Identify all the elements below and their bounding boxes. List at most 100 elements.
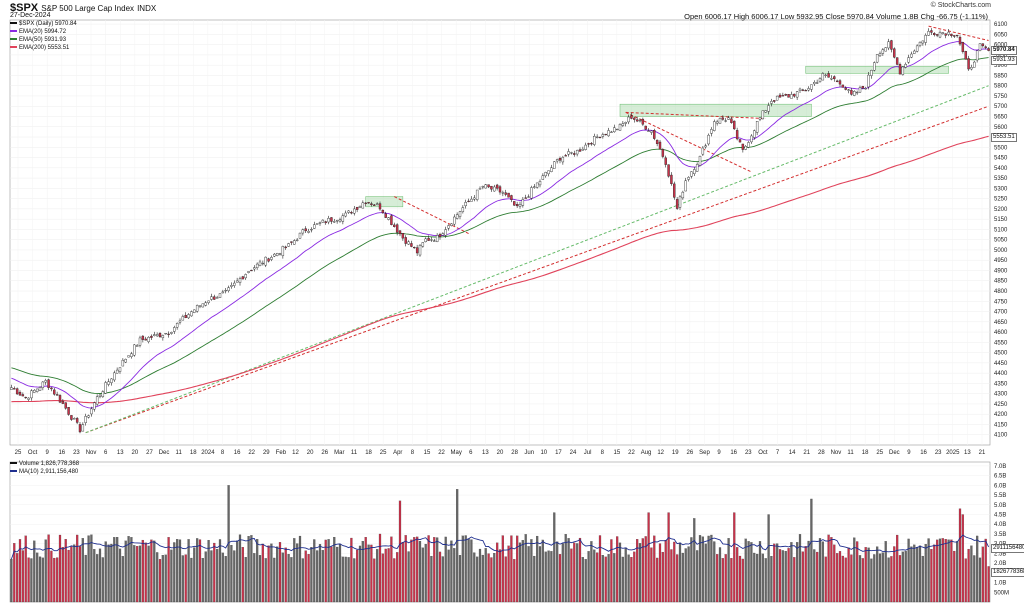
candle-body [813,82,816,85]
volume-bar [318,544,322,603]
candle-body [504,192,507,195]
candle-body [273,253,276,257]
volume-bar [76,534,79,603]
volume-bar [93,549,96,603]
volume-bar [284,547,287,603]
time-tick-label: Mar [334,450,344,456]
time-tick-label: Nov [86,450,97,456]
candle-body [630,115,633,119]
legend-price: $SPX (Daily) 5970.84 [10,20,77,28]
candle-body [173,327,176,332]
candle-body [104,382,107,394]
symbol: $SPX [10,2,39,14]
volume-bar [476,556,479,603]
price-tick-label: 6100 [994,22,1008,28]
candle-body [207,300,210,303]
volume-bar [613,553,616,603]
volume-bar [513,559,516,603]
volume-bar [344,556,347,603]
candle-body [115,369,119,374]
volume-bar [607,554,610,603]
candle-body [747,142,750,148]
volume-bar [127,536,130,603]
volume-bar [858,555,862,603]
volume-bar [10,558,13,603]
volume-tick-label: 5.0B [994,503,1006,509]
candle-body [15,388,19,395]
time-tick-label: 9 [46,450,50,456]
candle-body [598,136,602,139]
volume-bar [713,541,716,603]
candle-body [335,220,339,222]
candle-body [490,185,493,190]
volume-bar [264,558,267,603]
candle-body [784,93,787,96]
volume-bar [596,552,599,603]
trendline-aug [625,111,752,173]
candle-body [641,118,645,125]
candle-body [447,225,450,229]
candle-body [575,150,579,155]
volume-bar [873,554,876,603]
candle-body [910,53,913,58]
candle-body [93,402,96,410]
volume-bar [538,546,542,603]
volume-bar [747,541,750,603]
volume-bar [936,539,939,603]
volume-bar [438,551,442,603]
volume-bar [576,543,579,603]
candle-body [475,189,479,200]
volume-bar [304,550,307,603]
candle-body [330,217,333,222]
time-tick-label: 11 [847,450,854,456]
price-tick-label: 6000 [994,43,1008,49]
candle-body [461,207,465,212]
time-tick-label: Aug [641,450,652,456]
time-tick-label: 23 [73,450,80,456]
candle-body [870,70,873,76]
volume-bar [510,535,513,603]
volume-bar [550,551,553,603]
candle-body [107,381,110,385]
candle-body [664,157,667,165]
time-tick-label: 22 [248,450,255,456]
candle-body [367,202,370,204]
candle-body [821,73,825,81]
volume-bar [267,545,270,603]
axes: 4100 4150 4200 4250 4300 4350 4400 4450 4500 4550… [15,22,1009,596]
candle-body [750,135,753,143]
candle-body [61,400,65,404]
trendline-jul [625,111,766,120]
candle-body [507,192,510,198]
volume-bar [653,535,656,603]
volume-bar [456,489,459,603]
volume-bar [604,556,607,603]
volume-bar [156,552,159,603]
volume-bar [493,552,496,603]
volume-bar [464,535,467,603]
price-tick-label: 5150 [994,217,1008,223]
volume-bar [790,542,793,603]
volume-bar [224,556,227,603]
volume-bar [356,549,359,603]
volume-bar [173,542,176,603]
candle-body [918,41,922,46]
candle-body [313,224,316,229]
ema200-value-box: 5553.51 [991,133,1017,142]
price-tick-label: 5900 [994,63,1008,69]
volume-bar [884,541,887,603]
candle-body [427,238,430,241]
price-tick-label: 4950 [994,258,1008,264]
volume-bar [236,540,239,603]
volume-bar [793,557,796,603]
candle-body [84,415,87,423]
price-tick-label: 5450 [994,156,1008,162]
time-tick-label: 21 [979,450,986,456]
volume-bar [124,540,127,603]
volume-bar [887,557,890,603]
candle-body [878,53,882,57]
index-name: S&P 500 Large Cap Index [41,4,135,13]
candle-body [47,379,50,388]
candle-body [304,228,307,232]
volume-bar [638,543,642,603]
